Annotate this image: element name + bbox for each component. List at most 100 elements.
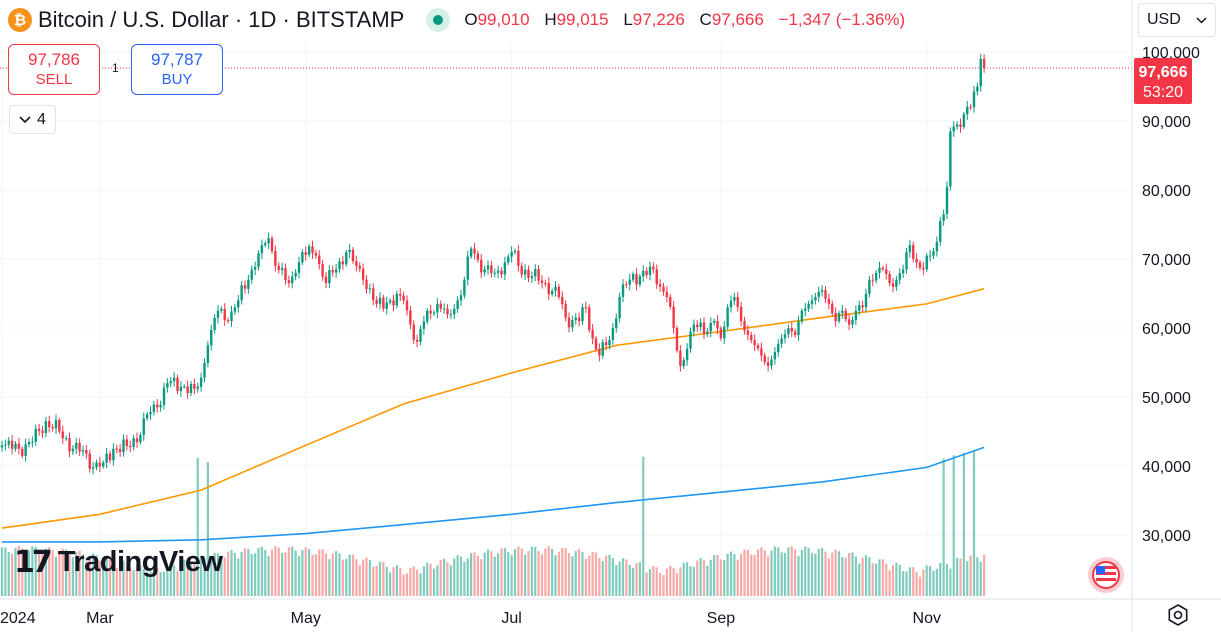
candle-body — [635, 273, 638, 285]
candle-body — [922, 267, 925, 270]
candle-body — [827, 298, 831, 304]
volume-bar — [405, 573, 409, 596]
tradingview-logo[interactable]: 17 TradingView — [14, 545, 223, 580]
candle — [334, 263, 338, 278]
close-value: 97,666 — [711, 10, 764, 29]
candle — [982, 54, 986, 73]
candle-body — [291, 276, 294, 284]
candle-body — [712, 321, 716, 323]
candle — [453, 303, 456, 320]
volume-bar — [895, 562, 898, 596]
candle-body — [723, 326, 726, 339]
price-axis[interactable]: 100,000 90,000 80,000 70,000 60,000 50,000 40,… — [1142, 45, 1200, 545]
buy-button[interactable]: 97,787 BUY — [131, 44, 223, 95]
volume-bar — [645, 572, 648, 596]
candle-body — [770, 359, 773, 366]
candle — [210, 324, 213, 351]
candle-body — [331, 269, 334, 273]
candle-body — [888, 273, 891, 284]
candle-body — [402, 295, 405, 301]
candle — [331, 265, 334, 277]
market-status-icon[interactable] — [426, 8, 451, 32]
candle-body — [142, 418, 145, 435]
time-axis[interactable]: 2024 Mar May Jul Sep Nov — [0, 610, 941, 627]
sell-button[interactable]: 97,786 SELL — [8, 44, 100, 95]
volume-bar — [669, 565, 672, 596]
candle-body — [68, 438, 71, 452]
candle-body — [17, 443, 21, 449]
volume-bar — [324, 553, 328, 596]
candle — [88, 449, 91, 473]
candle-body — [480, 259, 483, 273]
time-tick-label: Sep — [707, 610, 736, 627]
volume-bar — [551, 548, 554, 596]
candle — [888, 270, 891, 287]
candle — [291, 271, 294, 289]
candle — [631, 271, 635, 283]
candle-body — [115, 448, 118, 450]
candle-body — [250, 269, 253, 280]
candle — [375, 296, 378, 308]
candle-body — [577, 317, 581, 322]
volume-bar — [54, 556, 58, 596]
candle — [584, 301, 588, 313]
candle-body — [912, 245, 915, 259]
candle — [898, 268, 901, 285]
us-flag-icon[interactable] — [1088, 557, 1124, 593]
volume-bar — [966, 561, 969, 596]
volume-bar — [189, 564, 193, 596]
candle — [891, 277, 895, 293]
candle — [274, 245, 277, 272]
candle — [858, 300, 861, 316]
volume-bar — [142, 568, 145, 596]
candle — [800, 308, 804, 324]
volume-bar — [740, 553, 743, 596]
indicators-toggle-button[interactable]: 4 — [9, 105, 56, 134]
volume-bar — [65, 549, 68, 596]
candle-body — [44, 421, 48, 433]
volume-bar — [814, 553, 817, 596]
candle-body — [507, 256, 510, 263]
tradingview-logo-mark: 17 — [14, 545, 53, 580]
candle — [449, 309, 453, 319]
candle-body — [540, 280, 544, 284]
candle — [672, 300, 675, 334]
volume-bar — [318, 549, 321, 596]
candle-body — [567, 317, 571, 328]
candle — [736, 292, 739, 312]
volume-bar — [723, 559, 726, 596]
candle-body — [405, 300, 409, 311]
candle-body — [237, 300, 240, 308]
candle-body — [125, 439, 129, 446]
volume-bar — [983, 554, 986, 596]
candle-body — [314, 252, 318, 256]
candle-body — [304, 252, 307, 255]
candle — [496, 265, 500, 279]
candle — [318, 250, 321, 270]
volume-bar — [11, 553, 14, 596]
volume-bar — [503, 548, 506, 596]
volume-bar — [372, 566, 375, 596]
settings-gear-icon[interactable] — [1166, 603, 1190, 627]
candle-body — [530, 276, 534, 278]
candle — [439, 300, 442, 313]
volume-bar — [527, 551, 530, 596]
candle-body — [10, 440, 14, 449]
volume-bar — [547, 546, 550, 596]
candle-body — [527, 269, 530, 278]
candle-body — [81, 450, 85, 452]
volume-bar — [783, 552, 787, 596]
symbol-title[interactable]: Bitcoin / U.S. Dollar · 1D · BITSTAMP — [38, 7, 405, 32]
candle-body — [743, 321, 746, 331]
candle-body — [368, 288, 372, 290]
candle-body — [513, 250, 517, 253]
candle-body — [648, 266, 652, 275]
currency-select[interactable]: USD — [1138, 3, 1216, 37]
candle-body — [851, 319, 854, 325]
candle-body — [790, 328, 793, 332]
candle-body — [186, 386, 189, 394]
candle-body — [942, 214, 945, 222]
candle-body — [216, 310, 220, 318]
volume-bar — [716, 555, 719, 596]
